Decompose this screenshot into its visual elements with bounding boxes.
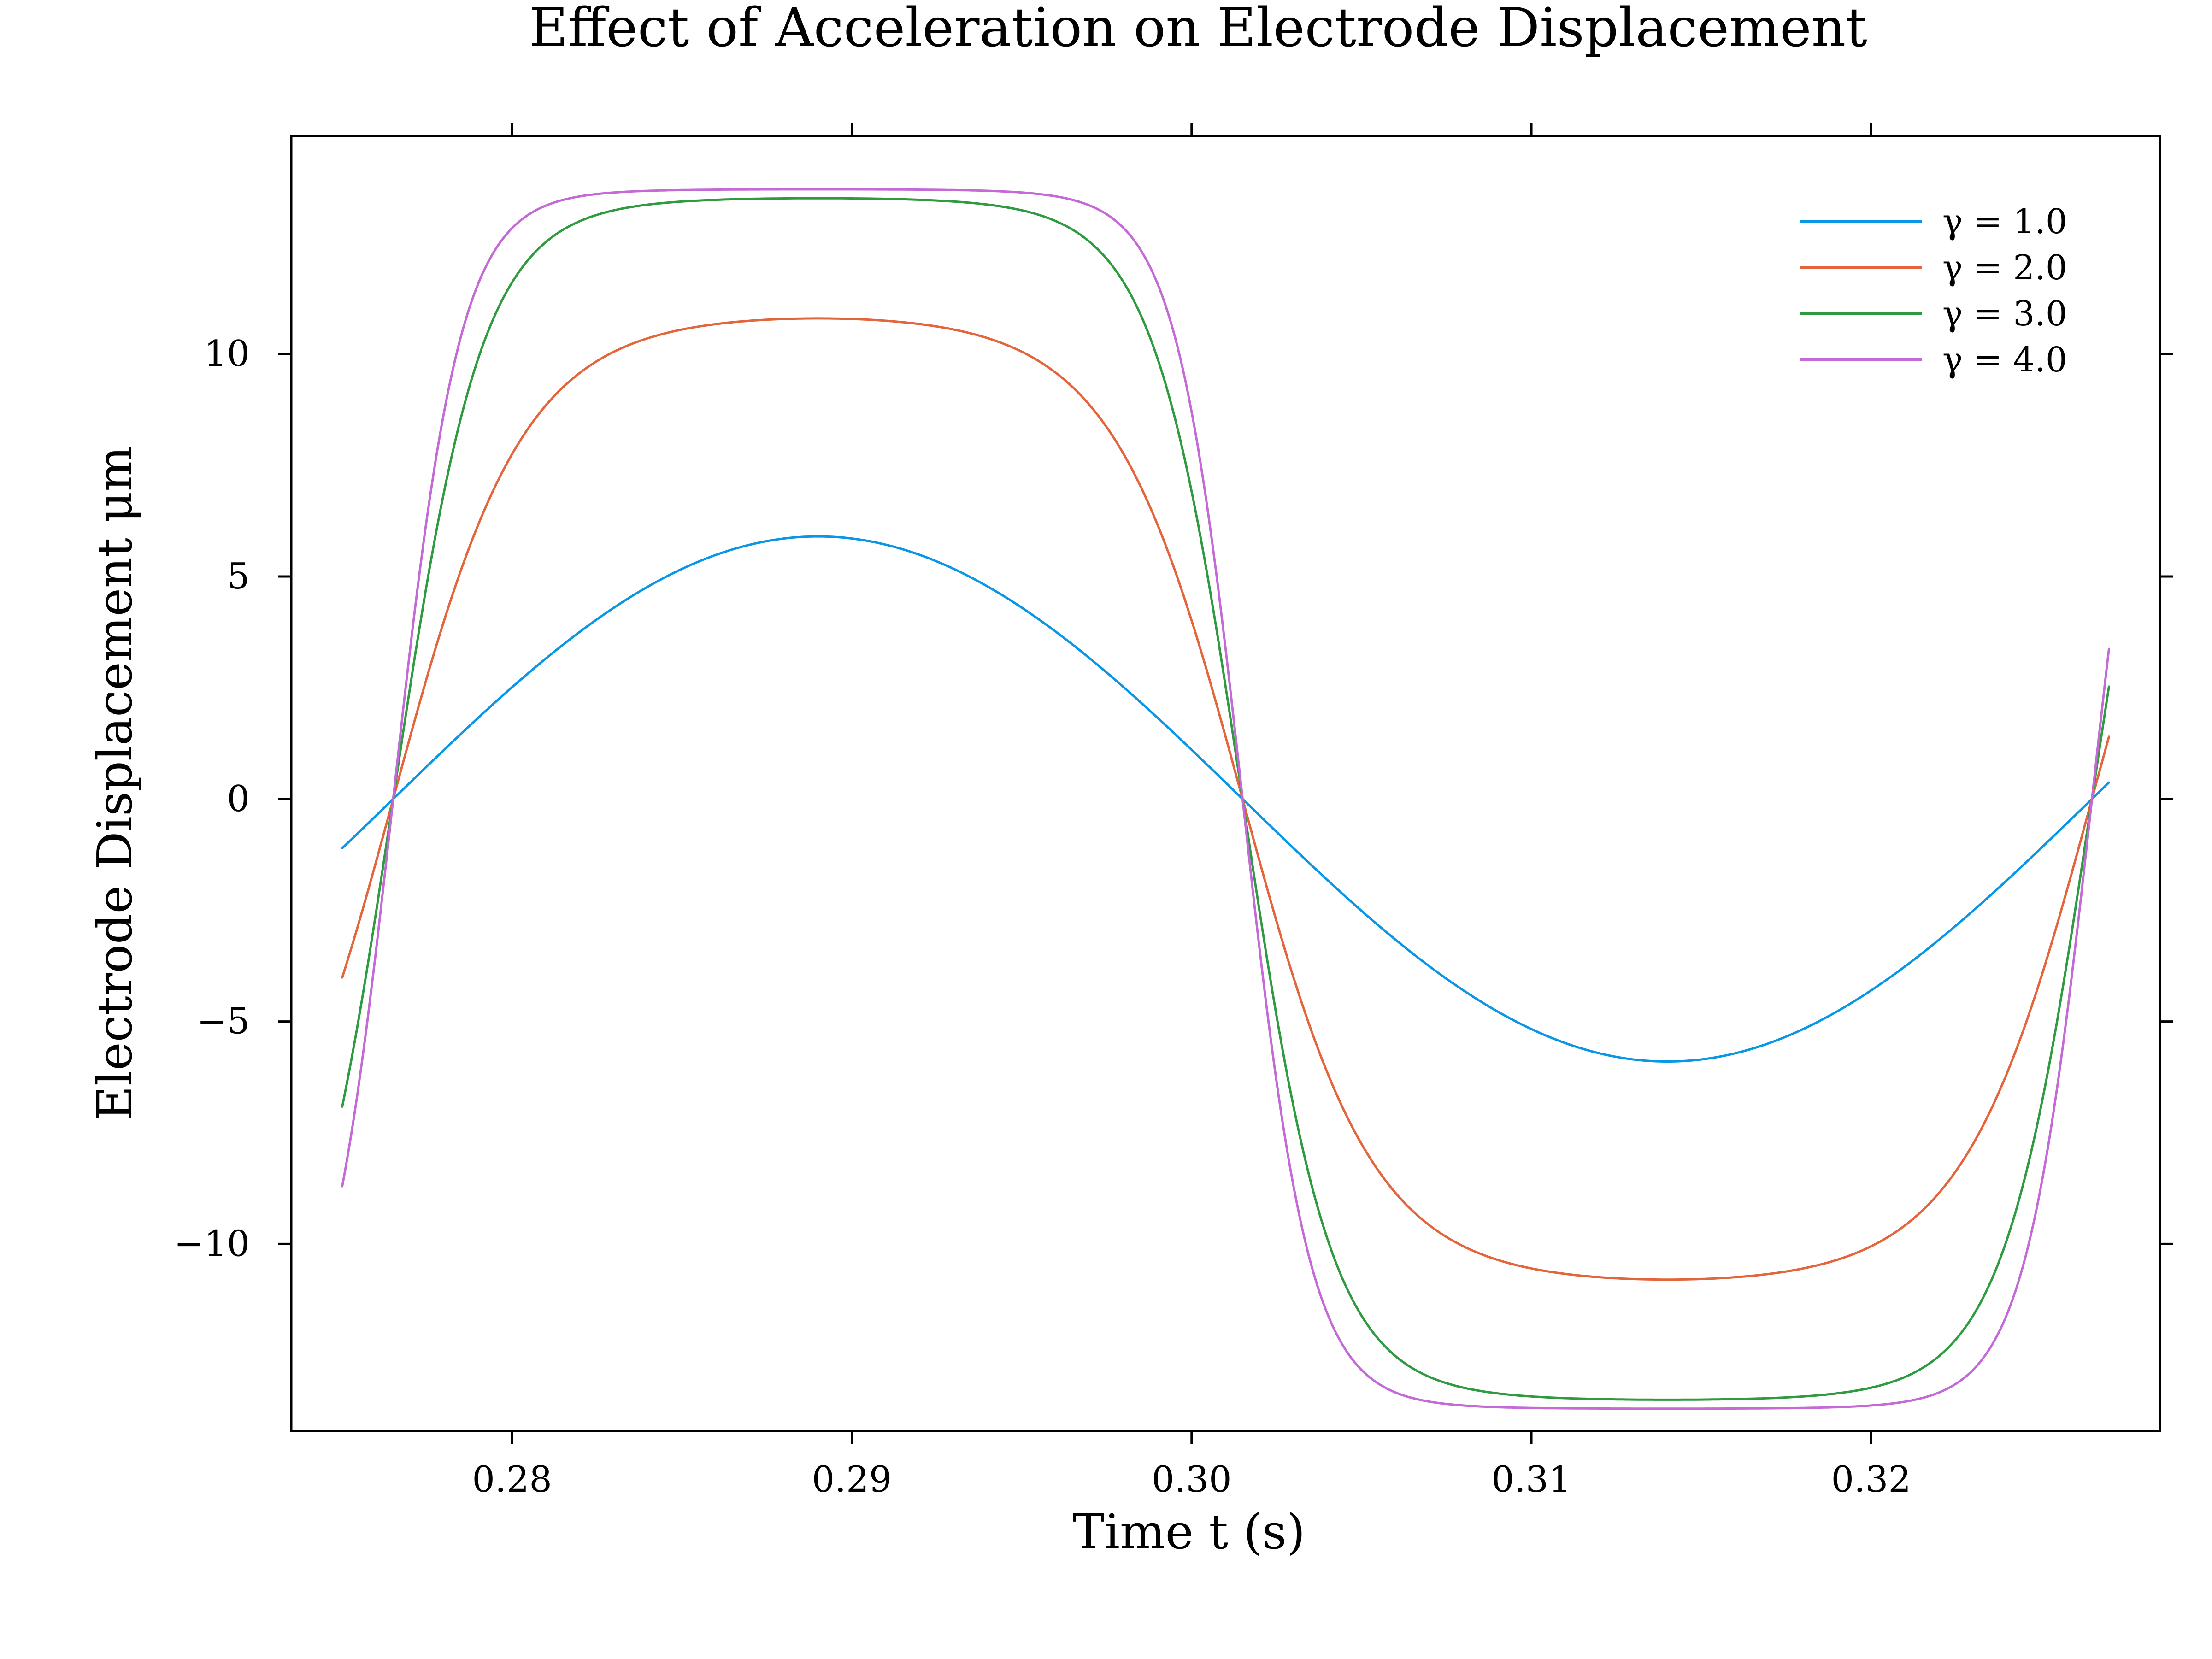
y-axis-label: Electrode Displacement μm [87, 446, 143, 1121]
x-tick-label: 0.28 [472, 1459, 552, 1500]
series-lines [341, 188, 2110, 1410]
plot-frame [290, 135, 2161, 1432]
series-line [341, 197, 2110, 1401]
y-tick-label: −5 [197, 1001, 250, 1042]
legend: γ = 1.0 γ = 2.0 γ = 3.0 γ = 4.0 [1800, 202, 2067, 380]
series-line [341, 535, 2110, 1063]
legend-label: γ = 4.0 [1942, 340, 2067, 380]
x-axis-label: Time t (s) [1072, 1504, 1305, 1560]
x-axis: 0.28 0.29 0.30 0.31 0.32 [472, 123, 1911, 1500]
series-line [341, 317, 2110, 1281]
chart-title: Effect of Acceleration on Electrode Disp… [529, 0, 1867, 59]
x-tick-label: 0.29 [812, 1459, 892, 1500]
y-axis: 10 5 0 −5 −10 [174, 333, 2173, 1265]
y-tick-label: 5 [227, 556, 250, 597]
y-tick-label: 10 [204, 333, 250, 375]
series-line [341, 188, 2110, 1410]
y-tick-label: −10 [174, 1223, 250, 1265]
x-tick-label: 0.30 [1152, 1459, 1232, 1500]
legend-label: γ = 2.0 [1942, 248, 2067, 288]
x-tick-label: 0.32 [1831, 1459, 1911, 1500]
legend-label: γ = 1.0 [1942, 202, 2067, 241]
legend-label: γ = 3.0 [1942, 294, 2067, 334]
y-tick-label: 0 [227, 778, 250, 820]
x-tick-label: 0.31 [1491, 1459, 1571, 1500]
